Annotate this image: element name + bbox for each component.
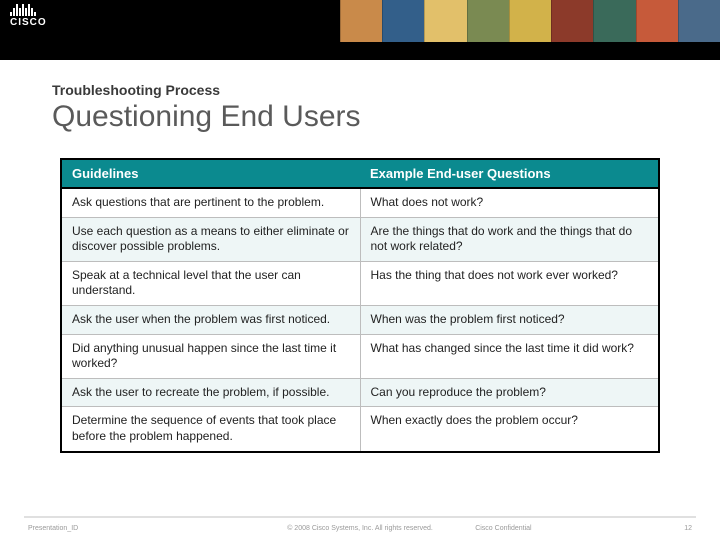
guidelines-table: GuidelinesExample End-user Questions Ask… [60,158,660,453]
table-row: Ask the user when the problem was first … [62,305,658,334]
brand-name: CISCO [10,18,47,28]
slide: CISCO Troubleshooting Process Questionin… [0,0,720,540]
brand-logo: CISCO [0,0,57,28]
table-row: Did anything unusual happen since the la… [62,334,658,378]
top-banner: CISCO [0,0,720,60]
cell-guideline: Did anything unusual happen since the la… [62,334,360,378]
cell-question: When exactly does the problem occur? [360,407,658,451]
footer-presentation-id: Presentation_ID [28,525,78,532]
photo-strip-tile [636,0,678,42]
table-row: Speak at a technical level that the user… [62,261,658,305]
cell-guideline: Ask questions that are pertinent to the … [62,188,360,217]
cell-guideline: Ask the user to recreate the problem, if… [62,378,360,407]
cell-guideline: Ask the user when the problem was first … [62,305,360,334]
table-row: Ask the user to recreate the problem, if… [62,378,658,407]
photo-strip-tile [340,0,382,42]
photo-strip-tile [467,0,509,42]
cell-guideline: Use each question as a means to either e… [62,217,360,261]
footer-page-number: 12 [684,525,692,532]
footer-confidential: Cisco Confidential [475,525,531,532]
slide-title: Questioning End Users [52,100,720,134]
photo-strip-tile [678,0,720,42]
photo-strip-tile [593,0,635,42]
headings: Troubleshooting Process Questioning End … [0,60,720,134]
cell-guideline: Speak at a technical level that the user… [62,261,360,305]
table-row: Determine the sequence of events that to… [62,407,658,451]
cell-guideline: Determine the sequence of events that to… [62,407,360,451]
footer-rule [24,516,696,518]
table-row: Ask questions that are pertinent to the … [62,188,658,217]
photo-strip-tile [551,0,593,42]
cell-question: Are the things that do work and the thin… [360,217,658,261]
cisco-bars-icon [10,4,47,16]
photo-strip-tile [382,0,424,42]
photo-strip-tile [509,0,551,42]
cell-question: Has the thing that does not work ever wo… [360,261,658,305]
photo-strip-tile [424,0,466,42]
footer-copyright: © 2008 Cisco Systems, Inc. All rights re… [287,525,433,532]
cell-question: What has changed since the last time it … [360,334,658,378]
cell-question: When was the problem first noticed? [360,305,658,334]
cell-question: Can you reproduce the problem? [360,378,658,407]
col-header-questions: Example End-user Questions [360,160,658,188]
photo-strip [340,0,720,42]
table-row: Use each question as a means to either e… [62,217,658,261]
slide-subtitle: Troubleshooting Process [52,82,720,98]
col-header-guidelines: Guidelines [62,160,360,188]
cell-question: What does not work? [360,188,658,217]
